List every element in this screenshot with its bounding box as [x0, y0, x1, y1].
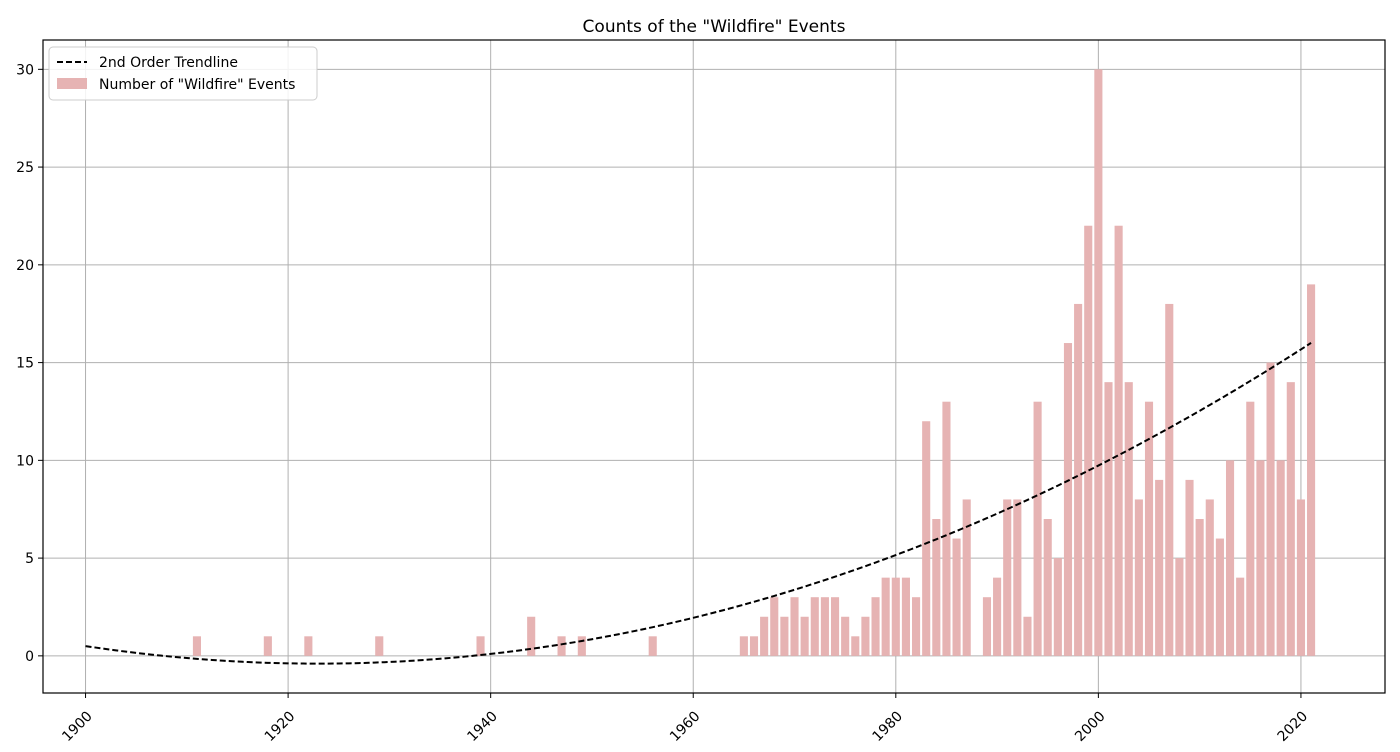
trendline-series: [85, 342, 1312, 665]
bar-1974: [830, 597, 840, 656]
trendline: [85, 342, 1312, 665]
bar-series: [192, 69, 1316, 656]
y-tick-label: 25: [16, 160, 34, 176]
bar-2007: [1165, 303, 1174, 656]
bar-1947: [557, 636, 566, 656]
bar-2003: [1124, 382, 1133, 656]
bar-1971: [800, 616, 809, 656]
bar-1982: [912, 597, 921, 656]
plot-frame: [42, 39, 1386, 694]
bar-1985: [942, 401, 951, 656]
y-tick-label: 10: [16, 453, 34, 469]
x-tick-label: 1920: [262, 708, 299, 745]
bar-2001: [1104, 382, 1113, 656]
bar-1978: [871, 597, 880, 656]
bar-1922: [304, 636, 313, 656]
bar-1983: [922, 421, 931, 656]
bar-1965: [739, 636, 748, 656]
bar-1970: [790, 597, 799, 656]
y-tick-label: 0: [25, 649, 34, 665]
bar-1918: [263, 636, 272, 656]
bar-1969: [780, 616, 789, 656]
x-tick-label: 2000: [1072, 708, 1109, 745]
bar-1996: [1053, 558, 1062, 656]
x-tick-label: 1980: [870, 708, 907, 745]
bar-1981: [901, 577, 910, 656]
bar-2005: [1144, 401, 1154, 656]
bar-1976: [851, 636, 860, 656]
bar-1979: [881, 577, 890, 656]
y-tick-label: 15: [16, 356, 34, 372]
bar-2009: [1185, 479, 1194, 656]
bar-1967: [760, 616, 769, 656]
bar-1989: [982, 597, 992, 656]
bar-2012: [1215, 538, 1224, 656]
bar-1984: [932, 518, 941, 656]
bar-2021: [1307, 284, 1316, 656]
chart-title: Counts of the "Wildfire" Events: [583, 17, 846, 37]
y-tick-label: 20: [16, 258, 34, 274]
bar-1977: [861, 616, 870, 656]
bar-2004: [1134, 499, 1143, 656]
bar-1975: [841, 616, 850, 656]
bar-2014: [1236, 577, 1245, 656]
legend: 2nd Order Trendline Number of "Wildfire"…: [48, 46, 318, 101]
bar-2008: [1175, 558, 1184, 656]
bar-1973: [820, 597, 829, 656]
y-tick-label: 5: [25, 551, 34, 567]
bar-1993: [1023, 616, 1032, 656]
bar-2015: [1246, 401, 1255, 656]
bar-1944: [527, 616, 536, 656]
bar-1994: [1033, 401, 1042, 656]
bar-2019: [1286, 382, 1295, 656]
bar-1991: [1003, 499, 1012, 656]
bar-1990: [993, 577, 1002, 656]
bar-2016: [1256, 460, 1265, 656]
bar-1911: [192, 636, 202, 656]
bar-2013: [1225, 460, 1235, 656]
bar-2011: [1205, 499, 1214, 656]
x-tick-label: 1900: [59, 708, 96, 745]
bar-1966: [749, 636, 759, 656]
bar-2017: [1266, 362, 1275, 656]
x-tick-label: 1960: [667, 708, 704, 745]
bar-1980: [891, 577, 900, 656]
grid: [43, 40, 1385, 693]
bar-2010: [1195, 518, 1204, 656]
bar-1986: [952, 538, 961, 656]
bar-1968: [770, 597, 779, 656]
legend-box: [48, 46, 318, 101]
bar-1999: [1084, 225, 1093, 656]
legend-bar-label: Number of "Wildfire" Events: [99, 77, 295, 93]
bar-2006: [1155, 479, 1164, 656]
bar-1998: [1074, 303, 1083, 656]
bar-1992: [1013, 499, 1022, 656]
bar-2002: [1114, 225, 1123, 656]
y-tick-label: 30: [16, 62, 34, 78]
bar-2000: [1094, 69, 1103, 656]
bar-1929: [375, 636, 384, 656]
x-tick-label: 1940: [464, 708, 501, 745]
legend-trendline-label: 2nd Order Trendline: [99, 55, 238, 71]
bar-1972: [810, 597, 819, 656]
bar-2020: [1296, 499, 1305, 656]
bar-1949: [577, 636, 586, 656]
bar-1997: [1063, 343, 1073, 656]
bar-1939: [476, 636, 485, 656]
legend-bar-swatch: [57, 78, 87, 89]
bar-2018: [1276, 460, 1285, 656]
bar-1995: [1043, 518, 1052, 656]
bar-1956: [648, 636, 657, 656]
x-tick-label: 2020: [1275, 708, 1312, 745]
bar-1987: [962, 499, 971, 656]
